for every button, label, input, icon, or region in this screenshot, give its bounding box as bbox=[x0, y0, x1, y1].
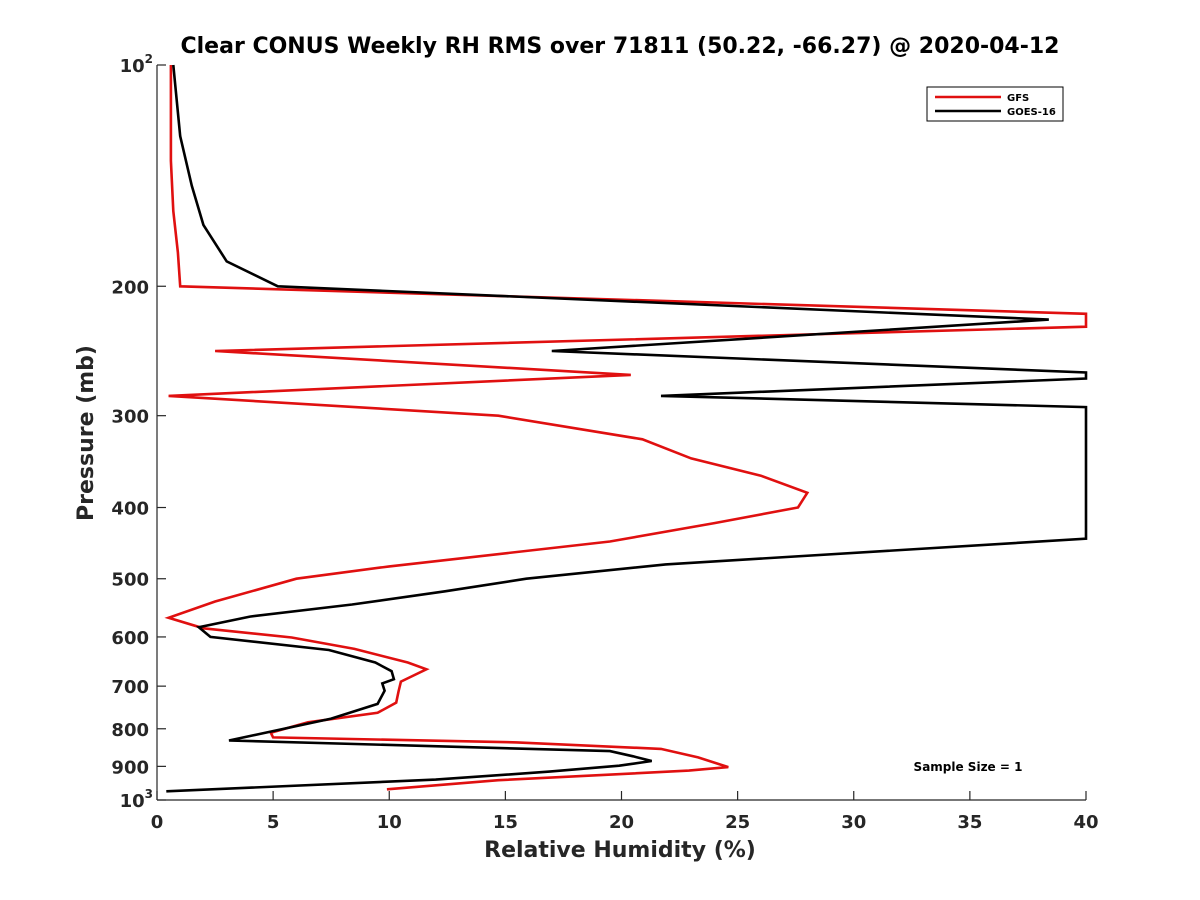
x-axis: 0 5 10 15 20 25 30 35 40 bbox=[151, 791, 1099, 833]
y-tick-label: 700 bbox=[111, 677, 149, 698]
x-tick-label: 10 bbox=[377, 812, 402, 833]
chart-title: Clear CONUS Weekly RH RMS over 71811 (50… bbox=[181, 34, 1060, 59]
y-tick-label: 900 bbox=[111, 757, 149, 778]
y-axis: 102 200 300 400 500 600 700 800 900 103 bbox=[111, 52, 166, 812]
legend-entry: GFS bbox=[1007, 93, 1029, 104]
x-tick-label: 20 bbox=[609, 812, 634, 833]
y-tick-label: 103 bbox=[120, 787, 153, 812]
series-line-gfs bbox=[164, 65, 1088, 791]
y-tick-label: 102 bbox=[120, 52, 153, 77]
x-tick-label: 40 bbox=[1073, 812, 1098, 833]
x-tick-label: 25 bbox=[725, 812, 750, 833]
x-tick-label: 0 bbox=[151, 812, 164, 833]
y-tick-label: 400 bbox=[111, 499, 149, 520]
x-tick-label: 15 bbox=[493, 812, 518, 833]
x-tick-label: 5 bbox=[267, 812, 280, 833]
y-tick-label: 800 bbox=[111, 720, 149, 741]
x-axis-label: Relative Humidity (%) bbox=[484, 838, 756, 863]
y-tick-label: 200 bbox=[111, 277, 149, 298]
x-tick-label: 35 bbox=[957, 812, 982, 833]
y-tick-label: 300 bbox=[111, 407, 149, 428]
y-tick-label: 500 bbox=[111, 570, 149, 591]
legend-box bbox=[926, 86, 1064, 122]
plot-area bbox=[164, 64, 1088, 793]
sample-size-annotation: Sample Size = 1 bbox=[914, 760, 1023, 774]
y-tick-label: 600 bbox=[111, 628, 149, 649]
legend-entry: GOES-16 bbox=[1007, 107, 1056, 118]
legend: GFS GOES-16 bbox=[926, 86, 1064, 122]
series-line-goes-16 bbox=[166, 64, 1088, 793]
x-tick-label: 30 bbox=[841, 812, 866, 833]
y-axis-label: Pressure (mb) bbox=[74, 345, 99, 521]
